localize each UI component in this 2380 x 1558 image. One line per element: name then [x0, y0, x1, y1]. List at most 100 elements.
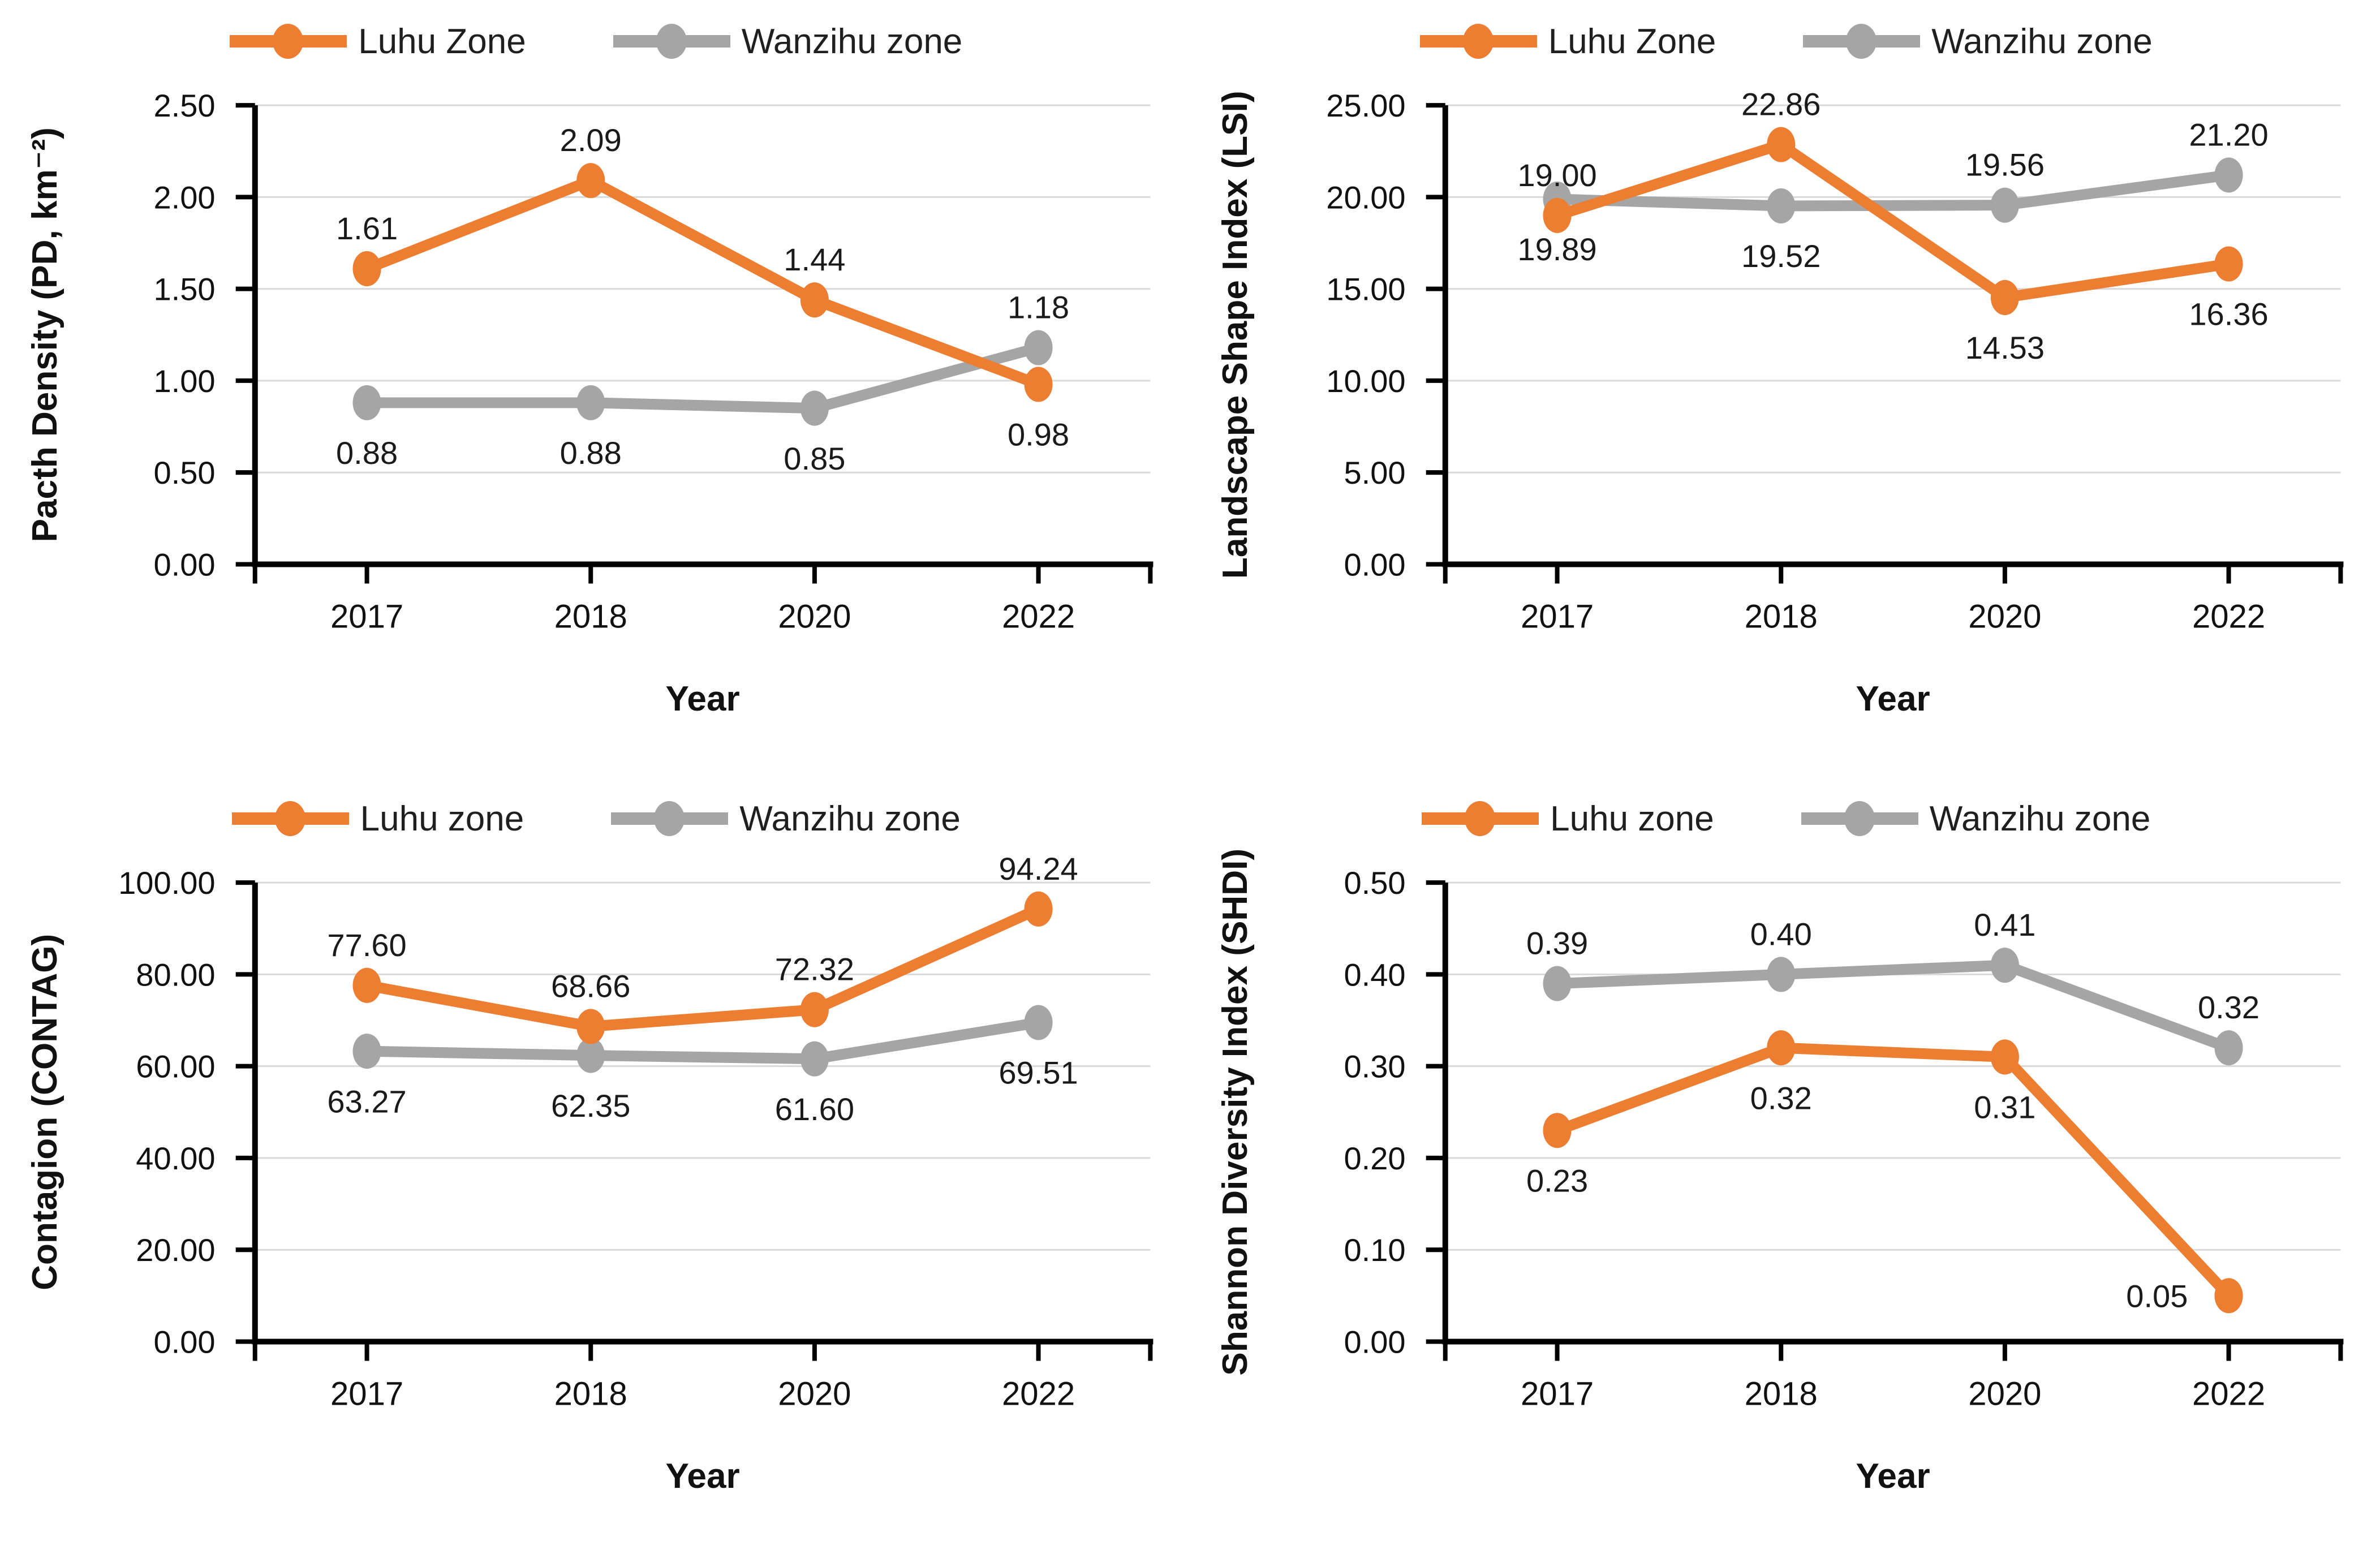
- legend-landscape-shape-index: Luhu Zone Wanzihu zone: [1213, 20, 2358, 62]
- plot-shannon-diversity: 0.00 0.10 0.20 0.30 0.40 0.50 2017 2018 2020 2022…: [1216, 849, 2343, 1496]
- data-point-marker: [1543, 197, 1572, 233]
- data-point-marker: [352, 1034, 381, 1069]
- legend-label: Wanzihu zone: [741, 21, 963, 61]
- series-line-wanzihu-zone: [1551, 169, 2234, 212]
- data-point-marker: [1990, 279, 2019, 315]
- data-point-marker: [1024, 1005, 1053, 1040]
- data-label: 94.24: [999, 851, 1078, 886]
- series-line-wanzihu-zone: [1551, 959, 2234, 1053]
- x-tick-label: 2018: [1744, 599, 1817, 635]
- y-tick-label: 0.50: [1344, 865, 1405, 901]
- data-point-marker: [2214, 157, 2243, 193]
- data-point-marker: [1990, 187, 2019, 223]
- data-point-marker: [800, 390, 829, 426]
- data-label: 0.98: [1008, 417, 1069, 453]
- data-label: 72.32: [775, 952, 854, 987]
- data-point-marker: [1543, 966, 1572, 1001]
- y-tick-label: 0.40: [1344, 957, 1405, 992]
- data-label: 0.23: [1526, 1163, 1588, 1198]
- data-point-marker: [576, 1038, 605, 1073]
- x-tick-label: 2022: [2192, 599, 2265, 635]
- y-tick-label: 0.10: [1344, 1232, 1405, 1268]
- data-point-marker: [1766, 957, 1795, 992]
- series-line-wanzihu-zone: [361, 1017, 1044, 1065]
- data-label: 77.60: [327, 927, 406, 963]
- data-label: 63.27: [327, 1083, 406, 1119]
- data-label: 0.32: [2197, 989, 2259, 1025]
- legend-marker-dot: [656, 24, 687, 59]
- y-tick-label: 20.00: [1326, 179, 1405, 215]
- data-label: 1.18: [1008, 289, 1069, 325]
- data-point-marker: [1024, 891, 1053, 927]
- data-label: 21.20: [2189, 117, 2268, 152]
- y-tick-label: 25.00: [1326, 88, 1405, 123]
- data-label: 0.85: [784, 441, 845, 476]
- series-line-wanzihu-zone: [361, 342, 1044, 414]
- y-tick-label: 0.00: [1344, 546, 1405, 582]
- y-tick-label: 0.00: [153, 546, 215, 582]
- data-label: 0.88: [336, 435, 398, 471]
- series-line-luhu-zone: [361, 175, 1044, 390]
- x-tick-label: 2017: [330, 599, 403, 635]
- x-axis-title: Year: [1856, 679, 1930, 718]
- legend-label: Wanzihu zone: [1931, 21, 2153, 61]
- x-tick-label: 2022: [2192, 1376, 2265, 1413]
- data-label: 2.09: [560, 122, 622, 158]
- data-label: 19.00: [1517, 157, 1596, 193]
- chart-shannon-diversity: Luhu zone Wanzihu zone 0.00 0.10 0.20 0.30 0.…: [1190, 781, 2380, 1558]
- legend-marker-dot: [654, 801, 685, 836]
- data-label: 1.44: [784, 242, 845, 277]
- y-tick-label: 80.00: [136, 957, 215, 992]
- y-axis-title: Contagion (CONTAG): [25, 934, 64, 1290]
- data-point-marker: [800, 992, 829, 1027]
- y-tick-label: 2.00: [153, 179, 215, 215]
- data-label: 69.51: [999, 1055, 1078, 1091]
- data-label: 16.36: [2189, 296, 2268, 332]
- legend-label: Wanzihu zone: [739, 799, 961, 838]
- y-tick-label: 10.00: [1326, 363, 1405, 399]
- legend-item-luhu-zone: Luhu zone: [230, 799, 524, 839]
- y-axis-title: Pacth Density (PD, km⁻²): [25, 127, 64, 542]
- legend-line-marker-icon: [1803, 24, 1921, 59]
- plot-landscape-shape-index: 0.00 5.00 10.00 15.00 20.00 25.00 2017 2018 2020…: [1216, 86, 2343, 718]
- legend-line-marker-icon: [1419, 24, 1537, 59]
- y-tick-label: 0.20: [1344, 1140, 1405, 1176]
- x-tick-label: 2022: [1002, 1376, 1075, 1413]
- x-tick-label: 2020: [778, 599, 851, 635]
- x-tick-label: 2020: [778, 1376, 851, 1413]
- x-tick-label: 2017: [1520, 1376, 1593, 1413]
- legend-label: Luhu zone: [360, 799, 524, 838]
- data-label: 1.61: [336, 210, 398, 246]
- y-tick-label: 40.00: [136, 1140, 215, 1176]
- data-point-marker: [352, 385, 381, 420]
- data-label: 0.39: [1526, 926, 1588, 961]
- data-label: 0.32: [1750, 1080, 1811, 1116]
- legend-label: Wanzihu zone: [1929, 799, 2151, 838]
- x-tick-label: 2018: [1744, 1376, 1817, 1413]
- legend-item-luhu-zone: Luhu Zone: [1418, 21, 1716, 62]
- legend-marker-dot: [1846, 24, 1877, 59]
- data-point-marker: [352, 251, 381, 287]
- legend-marker-dot: [1844, 801, 1875, 836]
- legend-marker-dot: [274, 801, 305, 836]
- legend-label: Luhu Zone: [1548, 21, 1716, 61]
- y-tick-label: 5.00: [1344, 455, 1405, 490]
- data-point-marker: [2214, 246, 2243, 282]
- data-label: 0.40: [1750, 916, 1811, 952]
- legend-label: Luhu Zone: [358, 21, 526, 61]
- legend-shannon-diversity: Luhu zone Wanzihu zone: [1213, 798, 2358, 840]
- x-tick-label: 2018: [554, 1376, 627, 1413]
- data-point-marker: [1024, 330, 1053, 365]
- plot-contagion: 0.00 20.00 40.00 60.00 80.00 100.00 2017 2018 20…: [25, 851, 1154, 1496]
- data-point-marker: [1990, 948, 2019, 983]
- data-point-marker: [576, 385, 605, 420]
- data-point-marker: [800, 1041, 829, 1077]
- data-label: 19.56: [1965, 147, 2044, 183]
- legend-item-luhu-zone: Luhu zone: [1419, 799, 1714, 839]
- data-label: 19.89: [1517, 231, 1596, 267]
- y-tick-label: 0.00: [153, 1324, 215, 1359]
- x-tick-label: 2020: [1968, 599, 2041, 635]
- legend-item-luhu-zone: Luhu Zone: [227, 21, 526, 62]
- data-point-marker: [2214, 1278, 2243, 1314]
